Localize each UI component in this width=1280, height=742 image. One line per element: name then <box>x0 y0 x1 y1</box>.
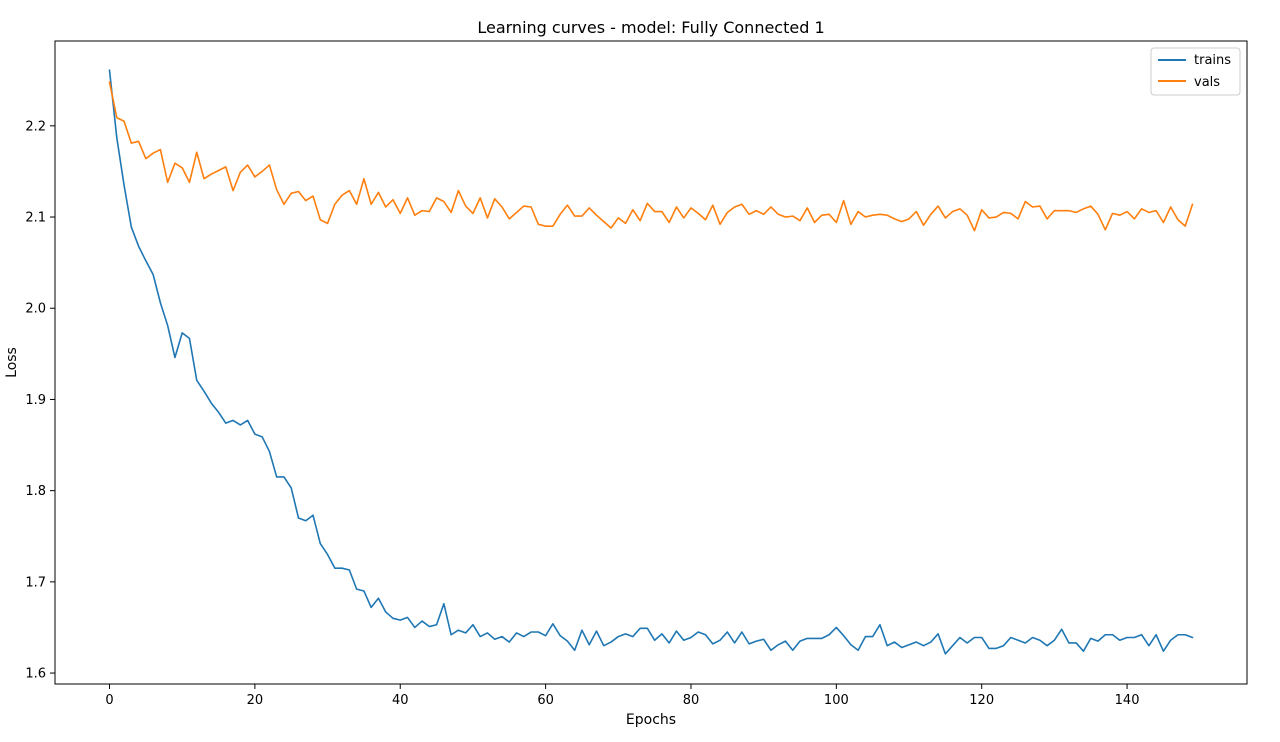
x-tick-label: 20 <box>247 693 264 708</box>
x-tick-label: 120 <box>969 693 994 708</box>
y-tick-label: 2.0 <box>25 302 46 317</box>
x-tick-label: 140 <box>1115 693 1140 708</box>
x-axis-label: Epochs <box>626 712 676 728</box>
x-axis-ticks: 0 20 40 60 80 100 120 140 <box>105 684 1139 708</box>
y-tick-label: 1.6 <box>25 667 46 682</box>
y-tick-label: 1.9 <box>25 393 46 408</box>
plot-area-frame <box>54 40 1248 685</box>
x-tick-label: 100 <box>824 693 849 708</box>
y-tick-label: 1.7 <box>25 575 46 590</box>
x-tick-label: 80 <box>683 693 700 708</box>
chart-title: Learning curves - model: Fully Connected… <box>477 18 824 37</box>
y-tick-label: 2.1 <box>25 211 46 226</box>
legend-trains-label: trains <box>1194 53 1231 68</box>
legend: trains vals <box>1150 47 1241 96</box>
y-axis-ticks: 1.6 1.7 1.8 1.9 2.0 2.1 2.2 <box>25 119 55 682</box>
y-tick-label: 1.8 <box>25 484 46 499</box>
x-tick-label: 60 <box>537 693 554 708</box>
y-tick-label: 2.2 <box>25 119 46 134</box>
series-line-vals <box>108 81 1194 232</box>
x-tick-label: 0 <box>105 693 113 708</box>
y-axis-label: Loss <box>4 347 20 378</box>
series-line-trains <box>108 69 1194 655</box>
plot-lines <box>108 69 1194 655</box>
x-tick-label: 40 <box>392 693 409 708</box>
legend-vals-label: vals <box>1194 75 1220 90</box>
